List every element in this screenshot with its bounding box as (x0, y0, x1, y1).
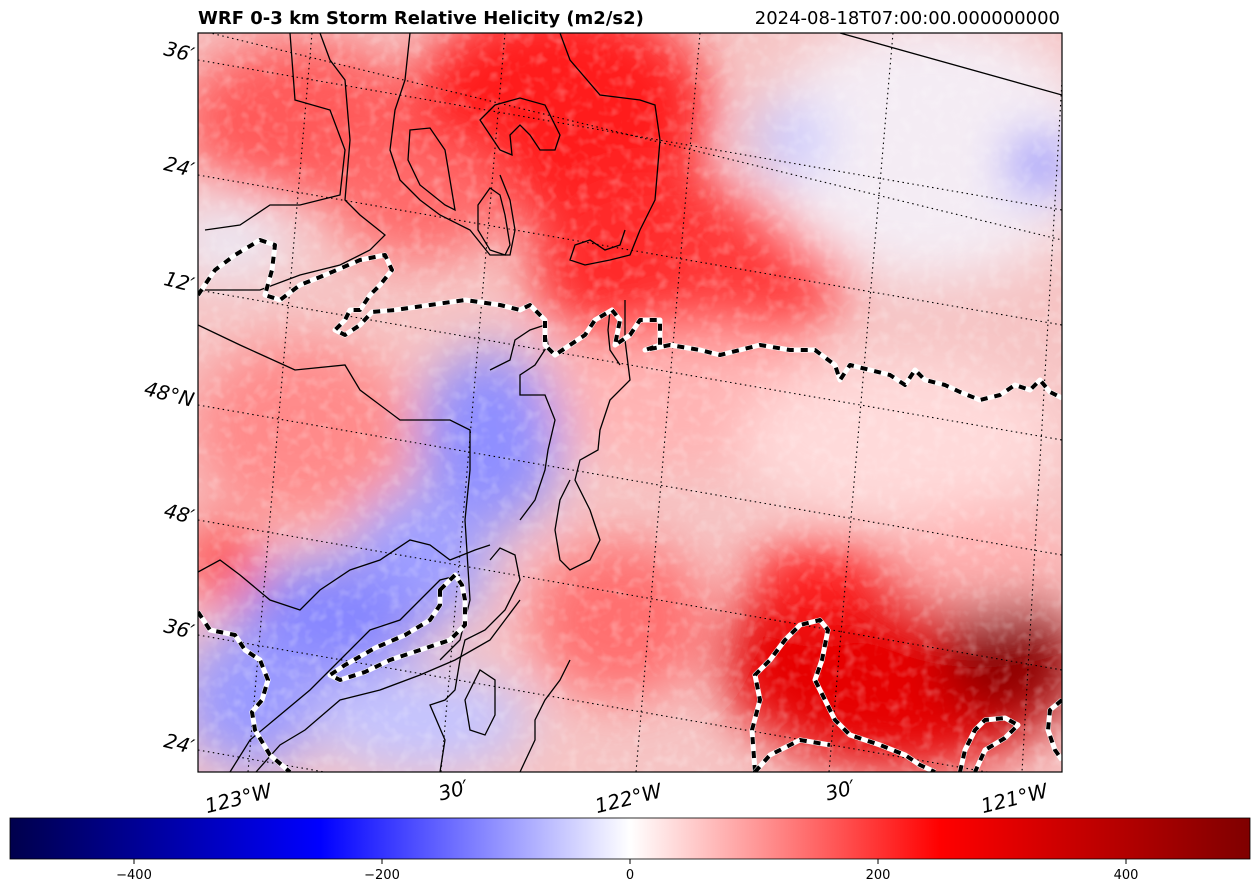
colorbar-tick-label: −400 (116, 868, 152, 883)
lon-label: 30′ (436, 775, 471, 806)
lon-label: 121°W (978, 778, 1051, 818)
map-title: WRF 0-3 km Storm Relative Helicity (m2/s… (198, 8, 644, 29)
lat-label: 48′ (162, 498, 197, 529)
colorbar-tick-label: 400 (1114, 868, 1139, 883)
lat-label: 36′ (162, 36, 197, 67)
lat-label: 36′ (162, 613, 197, 644)
lat-label: 12′ (162, 266, 197, 297)
colorbar: −400 −200 0 200 400 (9, 817, 1251, 883)
lat-label: 48°N (142, 376, 197, 411)
field-speckle (198, 33, 1062, 772)
lat-label: 24′ (162, 728, 197, 759)
valid-time: 2024-08-18T07:00:00.000000000 (755, 8, 1060, 29)
colorbar-tick-label: 200 (866, 868, 891, 883)
lat-label: 24′ (162, 151, 197, 182)
lon-label: 123°W (202, 778, 275, 818)
lon-label: 30′ (823, 775, 858, 806)
colorbar-ticks: −400 −200 0 200 400 (116, 859, 1138, 883)
dashed-contours (198, 237, 1062, 772)
colorbar-tick-label: −200 (364, 868, 400, 883)
latitude-labels: 36′ 24′ 12′ 48°N 48′ 36′ 24′ (142, 36, 197, 759)
colorbar-gradient (9, 817, 1251, 860)
coastlines (198, 33, 1062, 772)
colorbar-tick-label: 0 (626, 868, 634, 883)
graticule (198, 33, 1062, 772)
lon-label: 122°W (592, 778, 665, 818)
map-frame (197, 32, 1063, 773)
longitude-labels: 123°W 30′ 122°W 30′ 121°W (202, 775, 1051, 818)
map-panel (198, 33, 1062, 772)
